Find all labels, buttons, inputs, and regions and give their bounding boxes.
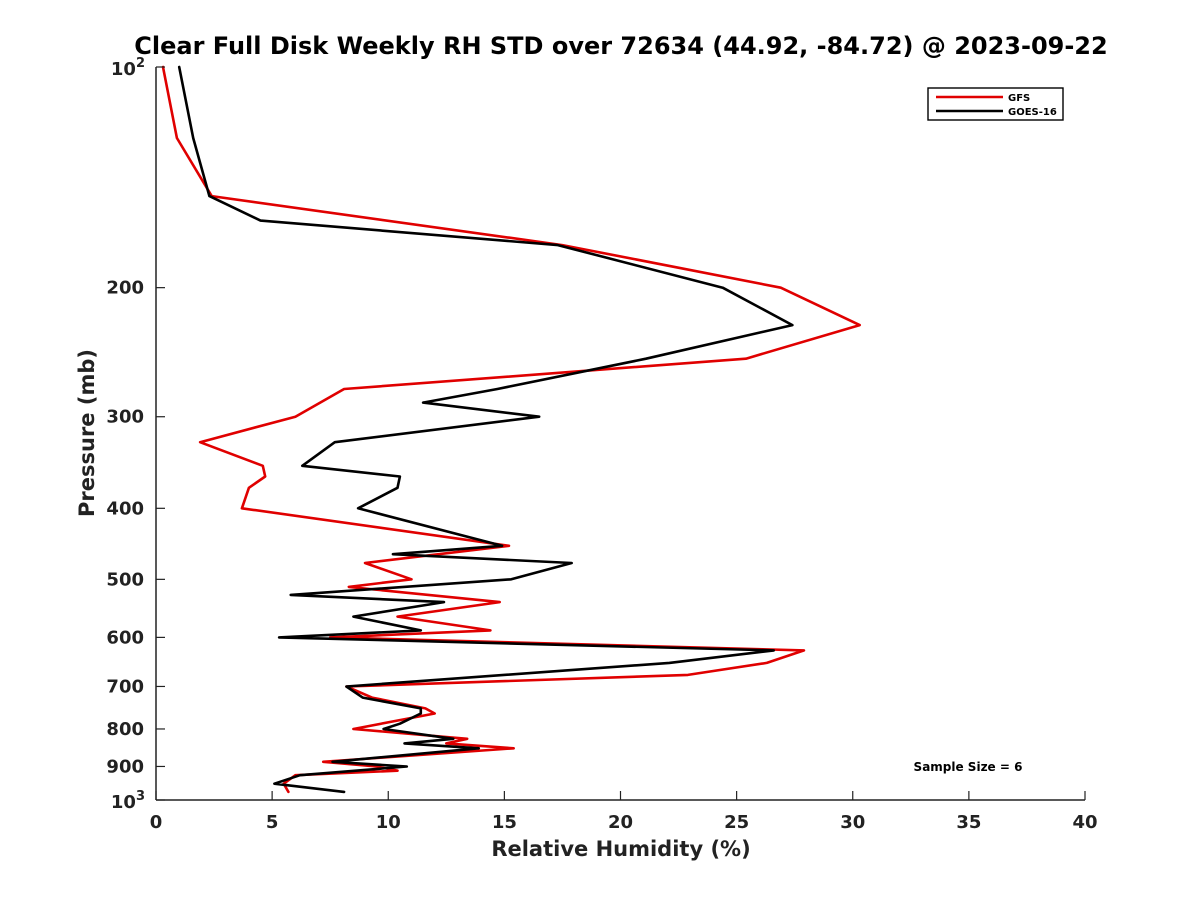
y-tick-label: 900 bbox=[106, 756, 144, 777]
x-tick-label: 20 bbox=[608, 812, 633, 833]
x-tick-label: 25 bbox=[724, 812, 749, 833]
legend: GFS GOES-16 bbox=[927, 87, 1064, 121]
series-line-goes-16 bbox=[177, 65, 794, 794]
legend-label-gfs: GFS bbox=[1008, 93, 1030, 104]
plot-series bbox=[161, 65, 862, 794]
x-tick-label: 10 bbox=[376, 812, 401, 833]
x-axis-label: Relative Humidity (%) bbox=[491, 837, 750, 861]
axes: 0 5 10 15 20 25 30 35 40 200 300 400 500 600 700 800 900… bbox=[106, 56, 1097, 833]
y-tick-label: 500 bbox=[106, 569, 144, 590]
x-tick-label: 30 bbox=[840, 812, 865, 833]
y-major-tick-label: 103 bbox=[111, 789, 145, 813]
x-tick-label: 15 bbox=[492, 812, 517, 833]
legend-box bbox=[927, 87, 1064, 121]
y-tick-label: 400 bbox=[106, 498, 144, 519]
y-tick-label: 800 bbox=[106, 719, 144, 740]
y-tick-label: 200 bbox=[106, 278, 144, 299]
sample-size-annotation: Sample Size = 6 bbox=[914, 760, 1023, 774]
x-tick-label: 35 bbox=[956, 812, 981, 833]
series-line-gfs bbox=[161, 65, 862, 794]
x-tick-label: 0 bbox=[150, 812, 163, 833]
x-tick-label: 40 bbox=[1072, 812, 1097, 833]
y-tick-label: 600 bbox=[106, 627, 144, 648]
y-tick-label: 700 bbox=[106, 676, 144, 697]
y-axis-label: Pressure (mb) bbox=[75, 349, 99, 517]
y-tick-label: 300 bbox=[106, 407, 144, 428]
y-major-tick-label: 102 bbox=[111, 56, 145, 80]
x-tick-label: 5 bbox=[266, 812, 279, 833]
chart-title: Clear Full Disk Weekly RH STD over 72634… bbox=[134, 32, 1107, 60]
legend-label-goes-16: GOES-16 bbox=[1008, 107, 1057, 118]
